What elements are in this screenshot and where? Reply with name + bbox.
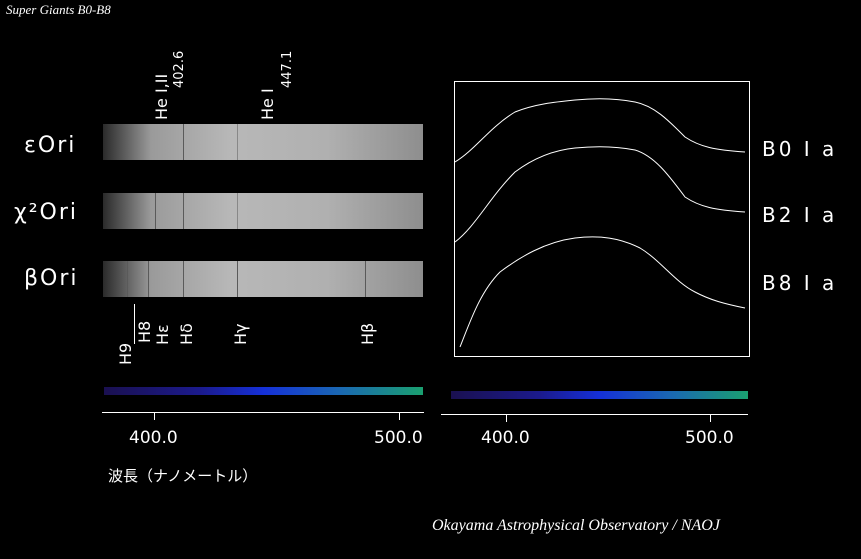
h8-marker xyxy=(134,304,135,344)
wavelength-axis-label: 波長（ナノメートル） xyxy=(108,467,258,485)
figure-title: Super Giants B0-B8 xyxy=(6,2,111,17)
tick-label-500-right: 500.0 xyxy=(685,428,734,448)
star-name-beta-ori: βOri xyxy=(24,266,79,291)
line-label-h-delta: Hδ xyxy=(177,323,196,345)
flux-plot-frame xyxy=(454,81,750,357)
wavelength-axis-right xyxy=(441,414,748,415)
line-label-he-i: He I xyxy=(258,88,277,120)
spectrum-strip-eps-ori xyxy=(103,124,423,160)
tick-label-400-right: 400.0 xyxy=(481,428,530,448)
line-label-h8: H8 xyxy=(135,320,154,343)
spectrum-strip-chi2-ori xyxy=(103,193,423,229)
line-label-h-gamma: Hγ xyxy=(231,323,250,346)
class-label-b2: B2 I a xyxy=(762,203,838,227)
color-bar-left xyxy=(104,387,423,395)
flux-curve-b8 xyxy=(459,236,746,348)
star-name-eps-ori: εOri xyxy=(24,133,77,158)
class-label-b0: B0 I a xyxy=(762,137,838,161)
line-wavelength-402: 402.6 xyxy=(172,50,187,88)
line-label-h-epsilon: Hε xyxy=(153,324,172,345)
class-label-b8: B8 I a xyxy=(762,271,838,295)
tick-label-500-left: 500.0 xyxy=(374,428,423,448)
tick-label-400-left: 400.0 xyxy=(129,428,178,448)
line-wavelength-447: 447.1 xyxy=(280,50,295,88)
wavelength-axis-left xyxy=(102,412,424,413)
tick-400-right xyxy=(506,414,507,422)
star-name-chi2-ori: χ²Ori xyxy=(14,200,79,225)
color-bar-right xyxy=(451,391,748,399)
flux-curve-b0 xyxy=(455,98,746,163)
tick-400-left xyxy=(154,412,155,420)
flux-curve-b2 xyxy=(455,146,746,243)
tick-500-left xyxy=(399,412,400,420)
flux-curves xyxy=(455,98,746,348)
tick-500-right xyxy=(710,414,711,422)
spectrum-strip-beta-ori xyxy=(103,261,423,297)
line-label-h9: H9 xyxy=(116,342,135,365)
line-label-h-beta: Hβ xyxy=(358,322,377,345)
line-label-he-i-ii: He I,II xyxy=(152,73,171,120)
credit-line: Okayama Astrophysical Observatory / NAOJ xyxy=(432,517,720,534)
